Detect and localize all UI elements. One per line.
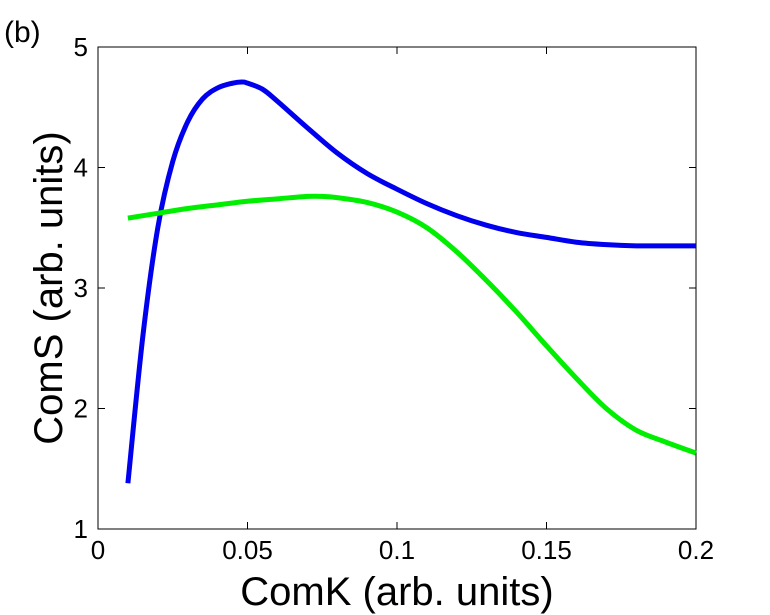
- x-tick-label: 0: [91, 535, 105, 565]
- y-tick-label: 5: [74, 32, 88, 62]
- y-tick-label: 4: [74, 153, 88, 183]
- y-tick-label: 1: [74, 514, 88, 544]
- series-lines: [125, 79, 697, 484]
- x-tick-label: 0.1: [379, 535, 415, 565]
- x-tick-label: 0.2: [678, 535, 714, 565]
- series-line-1: [125, 79, 696, 484]
- series-line-2: [127, 193, 697, 456]
- x-tick-label: 0.05: [222, 535, 273, 565]
- x-axis-label: ComK (arb. units): [240, 570, 553, 614]
- x-tick-label: 0.15: [521, 535, 572, 565]
- y-axis-label: ComS (arb. units): [27, 131, 71, 444]
- y-tick-label: 3: [74, 273, 88, 303]
- axis-tick-labels: 0 0.05 0.1 0.15 0.2 1 2 3 4 5: [74, 32, 715, 565]
- axis-ticks: [97, 46, 697, 530]
- y-tick-label: 2: [74, 394, 88, 424]
- panel-label: (b): [4, 16, 41, 49]
